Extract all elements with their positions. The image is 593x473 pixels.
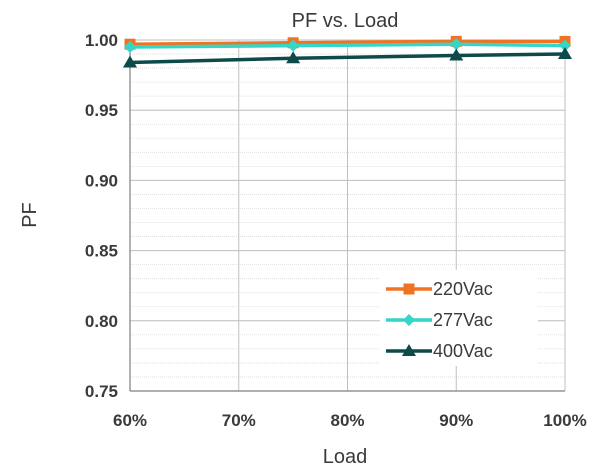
y-axis-title: PF bbox=[19, 202, 41, 228]
x-axis-title: Load bbox=[323, 446, 368, 468]
series-layer bbox=[123, 35, 572, 68]
legend-label-277vac: 277Vac bbox=[433, 310, 493, 330]
data-point-400vac bbox=[558, 47, 572, 60]
data-point-400vac bbox=[123, 55, 137, 68]
data-point-277vac bbox=[287, 39, 300, 52]
data-point-277vac bbox=[124, 41, 136, 54]
x-tick-label: 100% bbox=[543, 411, 586, 430]
axes bbox=[129, 40, 565, 392]
series-line-220vac bbox=[129, 39, 565, 46]
legend-label-400vac: 400Vac bbox=[433, 341, 493, 361]
data-point-400vac bbox=[449, 48, 464, 61]
legend-marker-277vac bbox=[403, 314, 415, 326]
y-tick-label: 1.00 bbox=[85, 31, 118, 50]
x-tick-label: 60% bbox=[113, 411, 147, 430]
chart-title: PF vs. Load bbox=[292, 10, 399, 32]
legend-label-220vac: 220Vac bbox=[433, 279, 493, 299]
data-point-277vac bbox=[559, 39, 571, 52]
y-tick-label: 0.80 bbox=[85, 312, 118, 331]
series-line-400vac bbox=[129, 52, 566, 65]
tick-labels: 0.75 0.80 0.85 0.90 0.95 1.00 60% 70% 80% 90% 100% bbox=[85, 31, 587, 430]
legend: 220Vac 277Vac 400Vac bbox=[380, 270, 538, 366]
legend-marker-220vac bbox=[403, 283, 415, 295]
legend-marker-400vac bbox=[402, 344, 416, 356]
x-tick-label: 70% bbox=[222, 411, 256, 430]
y-tick-label: 0.75 bbox=[85, 382, 118, 401]
data-point-400vac bbox=[286, 51, 301, 64]
series-line-277vac bbox=[129, 42, 566, 49]
y-tick-label: 0.85 bbox=[85, 242, 118, 261]
x-tick-label: 90% bbox=[439, 411, 473, 430]
y-tick-label: 0.90 bbox=[85, 171, 118, 190]
y-tick-label: 0.95 bbox=[85, 101, 118, 120]
data-point-277vac bbox=[450, 38, 463, 51]
x-tick-label: 80% bbox=[330, 411, 364, 430]
